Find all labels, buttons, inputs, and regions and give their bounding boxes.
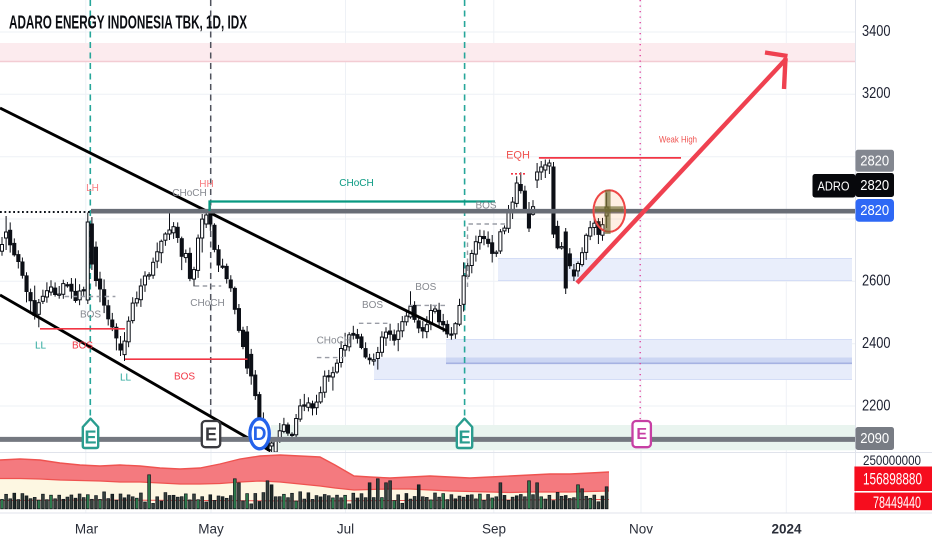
svg-text:CHoCH: CHoCH	[317, 335, 351, 346]
svg-text:HH: HH	[199, 179, 213, 190]
svg-text:BOS: BOS	[174, 372, 195, 383]
svg-text:Sep: Sep	[482, 522, 506, 537]
svg-text:2400: 2400	[862, 335, 891, 352]
svg-text:2820: 2820	[860, 177, 889, 194]
svg-text:2820: 2820	[860, 202, 889, 219]
svg-text:Jul: Jul	[337, 522, 354, 537]
svg-text:May: May	[198, 522, 224, 537]
svg-text:250000000: 250000000	[863, 453, 921, 468]
svg-text:78449440: 78449440	[873, 493, 921, 512]
svg-text:D: D	[253, 424, 267, 445]
svg-text:BOS: BOS	[415, 282, 436, 293]
svg-text:CHoCH: CHoCH	[172, 188, 206, 199]
svg-text:LL: LL	[35, 341, 47, 352]
svg-text:2090: 2090	[860, 430, 889, 447]
svg-text:BOS: BOS	[362, 300, 383, 311]
svg-text:2600: 2600	[862, 273, 891, 290]
svg-text:ADRO: ADRO	[818, 179, 850, 194]
svg-text:E: E	[636, 426, 647, 443]
svg-text:CHoCH: CHoCH	[190, 298, 224, 309]
svg-text:Weak High: Weak High	[659, 135, 697, 146]
svg-text:Nov: Nov	[629, 522, 653, 537]
svg-text:EQH: EQH	[506, 150, 530, 162]
svg-text:3400: 3400	[862, 23, 891, 40]
svg-text:BOS: BOS	[475, 201, 496, 212]
svg-text:CHoCH: CHoCH	[339, 178, 373, 189]
svg-text:BOS: BOS	[80, 309, 101, 320]
svg-text:2024: 2024	[772, 522, 802, 537]
svg-text:LL: LL	[120, 373, 132, 384]
svg-text:E: E	[458, 428, 470, 448]
svg-text:Mar: Mar	[75, 522, 99, 537]
svg-text:LH: LH	[86, 183, 99, 194]
svg-text:E: E	[205, 425, 217, 445]
svg-text:2200: 2200	[862, 398, 891, 415]
svg-text:156898880: 156898880	[863, 469, 922, 488]
svg-text:3200: 3200	[862, 85, 891, 102]
svg-text:ADARO ENERGY INDONESIA TBK, 1D: ADARO ENERGY INDONESIA TBK, 1D, IDX	[9, 13, 247, 33]
svg-text:E: E	[84, 428, 96, 448]
svg-text:BOS: BOS	[72, 341, 93, 352]
svg-text:2820: 2820	[860, 153, 889, 170]
